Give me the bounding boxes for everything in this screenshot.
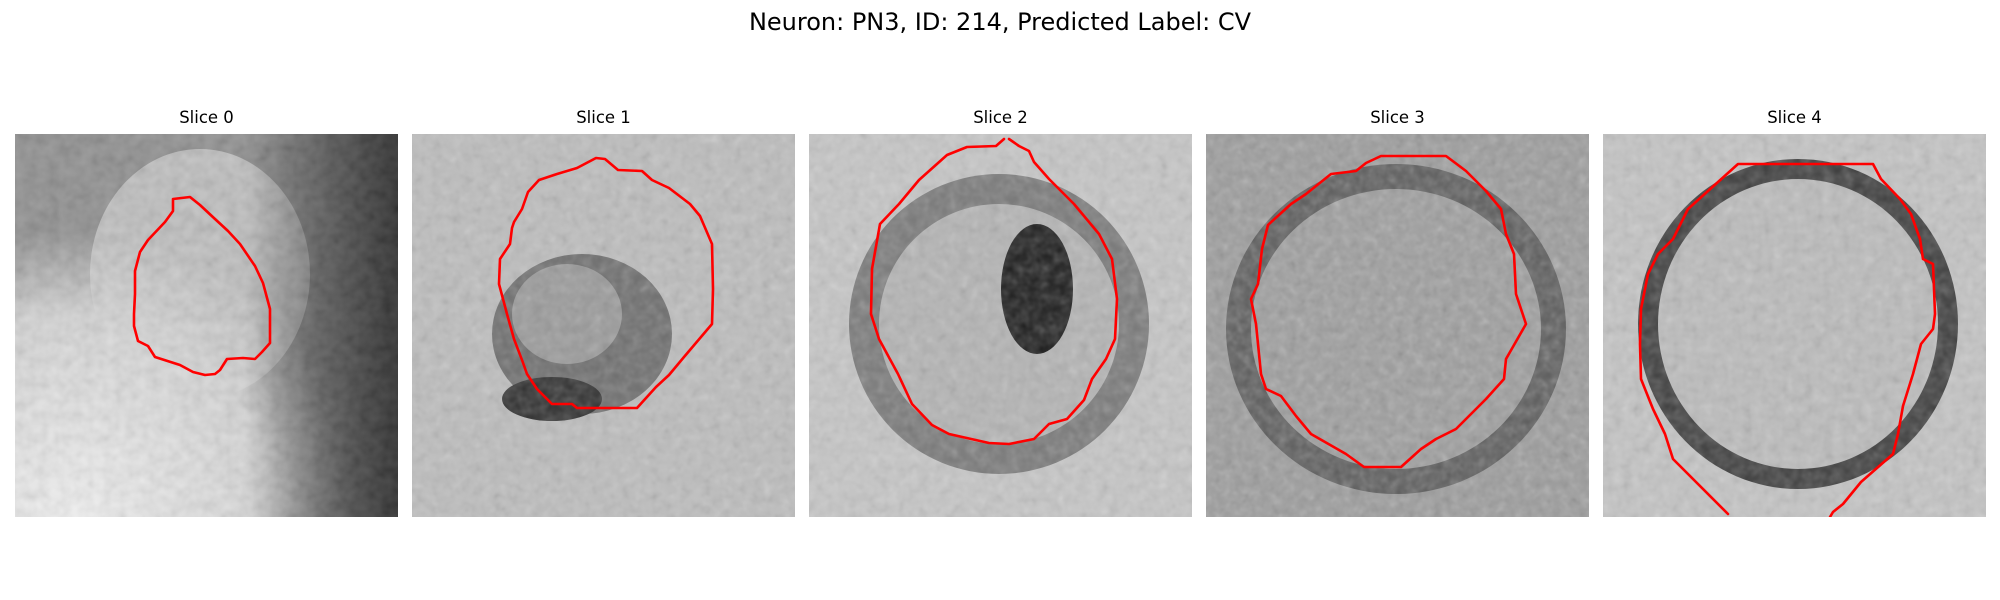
slice-panel-2: Slice 2 <box>809 104 1192 518</box>
contour-line-4 <box>1638 162 1937 517</box>
contour-line-3 <box>1249 154 1528 469</box>
noise-texture-0 <box>15 134 398 517</box>
slice-title-0: Slice 0 <box>179 108 234 127</box>
contour-line-0 <box>132 195 272 377</box>
figure-title: Neuron: PN3, ID: 214, Predicted Label: C… <box>748 8 1252 36</box>
slice-image-3 <box>1206 134 1589 517</box>
slice-image-4 <box>1603 134 1986 517</box>
slice-title-1: Slice 1 <box>576 108 631 127</box>
noise-texture-1 <box>412 134 795 517</box>
slice-title-2: Slice 2 <box>973 108 1028 127</box>
contour-line-2 <box>869 137 1119 446</box>
slice-panel-0: Slice 0 <box>15 104 398 518</box>
slice-panel-4: Slice 4 <box>1603 104 1986 518</box>
noise-texture-4 <box>1603 134 1986 517</box>
slice-title-3: Slice 3 <box>1370 108 1425 127</box>
slice-image-1 <box>412 134 795 517</box>
contour-line-1 <box>497 156 715 410</box>
slice-panel-3: Slice 3 <box>1206 104 1589 518</box>
noise-texture-2 <box>809 134 1192 517</box>
slice-image-0 <box>15 134 398 517</box>
noise-texture-3 <box>1206 134 1589 517</box>
slice-image-2 <box>809 134 1192 517</box>
slice-panel-1: Slice 1 <box>412 104 795 518</box>
slice-title-4: Slice 4 <box>1767 108 1822 127</box>
